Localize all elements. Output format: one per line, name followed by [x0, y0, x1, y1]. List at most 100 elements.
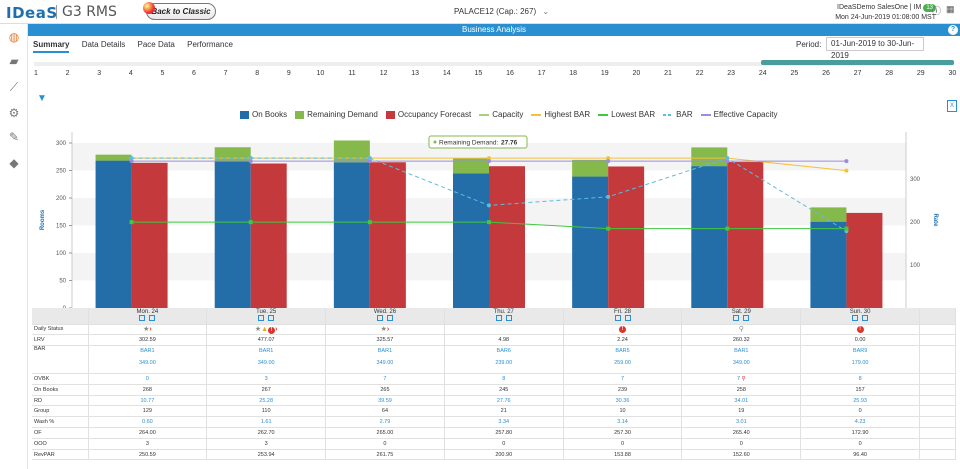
legend-item[interactable]: Highest BAR: [531, 110, 590, 119]
bar-rate[interactable]: 349.00: [376, 360, 394, 367]
wash-cell[interactable]: 3.34: [444, 416, 564, 429]
wash-cell[interactable]: 3.01: [681, 416, 802, 429]
override-icon[interactable]: [376, 314, 383, 321]
rd-cell[interactable]: 25.28: [206, 395, 327, 407]
ovbk-cell[interactable]: 0: [88, 373, 208, 385]
help-icon[interactable]: ?: [948, 25, 958, 35]
wash-cell[interactable]: 2.79: [325, 416, 445, 429]
legend-item[interactable]: On Books: [240, 110, 287, 119]
ruler-day-label[interactable]: 24: [758, 70, 767, 77]
ruler-day-label[interactable]: 2: [65, 70, 70, 77]
legend-item[interactable]: Occupancy Forecast: [385, 110, 471, 119]
bar-cell[interactable]: BAR6 239.00: [444, 345, 564, 375]
bar-cell[interactable]: BAR1 349.00: [681, 345, 802, 375]
ruler-day-label[interactable]: 27: [853, 70, 862, 77]
override-icon[interactable]: [495, 314, 502, 321]
star-icon[interactable]: ★: [380, 326, 387, 334]
bar-cell[interactable]: BAR1 349.00: [325, 345, 445, 375]
ruler-day-label[interactable]: 6: [192, 70, 196, 77]
bar-cell[interactable]: BAR9 179.00: [800, 345, 920, 375]
export-excel-icon[interactable]: X: [947, 100, 957, 112]
ruler-day-label[interactable]: 1: [34, 70, 38, 77]
bar-rate[interactable]: 349.00: [257, 360, 275, 367]
wash-cell[interactable]: 0.60: [88, 416, 208, 429]
legend-item[interactable]: Capacity: [479, 110, 523, 119]
star-icon[interactable]: ★: [254, 325, 262, 333]
apps-grid-icon[interactable]: ▦: [946, 4, 955, 14]
ruler-day-label[interactable]: 13: [411, 70, 420, 77]
notification-badge[interactable]: 13: [923, 4, 936, 12]
pin-icon[interactable]: ⚲: [740, 375, 746, 382]
rd-cell[interactable]: 30.36: [563, 395, 683, 407]
ruler-day-label[interactable]: 30: [948, 70, 957, 77]
legend-item[interactable]: Remaining Demand: [295, 110, 378, 119]
rd-cell[interactable]: 10.77: [88, 395, 208, 407]
alert-icon[interactable]: !: [619, 325, 627, 333]
ruler-day-label[interactable]: 14: [442, 70, 451, 77]
pin-icon[interactable]: ⚲: [738, 326, 744, 334]
legend-item[interactable]: Effective Capacity: [700, 110, 778, 119]
dashboard-icon[interactable]: ◍: [8, 30, 20, 44]
ovbk-cell[interactable]: 7 ⚲: [681, 373, 802, 385]
tab-performance[interactable]: Performance: [187, 40, 233, 49]
ruler-day-label[interactable]: 10: [316, 70, 325, 77]
ruler-day-label[interactable]: 7: [223, 70, 228, 77]
wash-cell[interactable]: 1.61: [206, 416, 327, 429]
notes-icon[interactable]: [862, 314, 869, 321]
tab-data-details[interactable]: Data Details: [81, 40, 126, 49]
ovbk-cell[interactable]: 8: [444, 373, 564, 385]
ruler-day-label[interactable]: 22: [695, 70, 704, 77]
rd-cell[interactable]: 39.59: [325, 395, 445, 407]
ruler-day-label[interactable]: 16: [506, 70, 514, 77]
day-ruler[interactable]: 1 2 3 4 5 6 7 8 9 10 11 12 13 14 15 16 17 18 19 20 21 22 23 24 2…: [34, 58, 956, 80]
notes-icon[interactable]: [386, 314, 393, 321]
star-icon[interactable]: ★: [143, 326, 150, 334]
bar-cell[interactable]: BAR5 259.00: [563, 345, 683, 375]
ruler-day-label[interactable]: 28: [885, 70, 894, 77]
gears-icon[interactable]: ⚙: [8, 106, 20, 120]
ruler-selection-handle[interactable]: [761, 60, 954, 65]
bar-rate[interactable]: 349.00: [732, 360, 750, 367]
ruler-day-label[interactable]: 3: [97, 70, 102, 77]
ruler-day-label[interactable]: 26: [822, 70, 830, 77]
bar-code[interactable]: BAR1: [140, 348, 155, 355]
legend-item[interactable]: BAR: [663, 110, 693, 119]
ruler-day-label[interactable]: 5: [160, 70, 165, 77]
wrench-icon[interactable]: ✎: [8, 130, 20, 144]
ruler-day-label[interactable]: 21: [664, 70, 672, 77]
back-to-classic-button[interactable]: Back to Classic: [143, 2, 216, 20]
legend-item[interactable]: Lowest BAR: [598, 110, 655, 119]
user-name[interactable]: IDeaSDemo SalesOne | IM: [837, 4, 922, 11]
ruler-day-label[interactable]: 8: [255, 70, 260, 77]
ruler-day-label[interactable]: 29: [916, 70, 925, 77]
ovbk-cell[interactable]: 7: [563, 373, 683, 385]
tab-pace-data[interactable]: Pace Data: [137, 40, 175, 49]
alert-icon[interactable]: !: [268, 326, 276, 334]
bar-code[interactable]: BAR9: [852, 348, 868, 355]
direction-icon[interactable]: ◆: [9, 156, 19, 170]
ruler-day-label[interactable]: 20: [632, 70, 641, 77]
tab-summary[interactable]: Summary: [33, 38, 70, 53]
notes-icon[interactable]: [743, 314, 750, 321]
notes-icon[interactable]: [149, 314, 156, 321]
wash-cell[interactable]: 4.23: [800, 416, 920, 429]
ovbk-cell[interactable]: 8: [800, 373, 920, 385]
property-selector[interactable]: PALACE12 (Cap.: 267) ⌄: [454, 7, 549, 16]
notes-icon[interactable]: [624, 314, 631, 321]
ruler-day-label[interactable]: 15: [474, 70, 483, 77]
bar-code[interactable]: BAR1: [258, 348, 274, 355]
warning-icon[interactable]: ▲: [261, 325, 269, 333]
rd-cell[interactable]: 25.93: [800, 395, 920, 407]
bar-cell[interactable]: BAR1 349.00: [206, 345, 327, 375]
ruler-day-label[interactable]: 23: [727, 70, 736, 77]
notes-icon[interactable]: [505, 314, 512, 321]
period-input[interactable]: 01-Jun-2019 to 30-Jun-2019: [826, 37, 924, 60]
ruler-day-label[interactable]: 4: [128, 70, 133, 77]
bar-rate[interactable]: 239.00: [495, 360, 513, 367]
ovbk-cell[interactable]: 3: [206, 373, 327, 385]
override-icon[interactable]: [258, 314, 265, 321]
bar-rate[interactable]: 259.00: [614, 360, 631, 367]
info-icon[interactable]: ⓘ: [932, 6, 942, 16]
bar-rate[interactable]: 349.00: [138, 360, 156, 367]
ruler-day-label[interactable]: 17: [537, 70, 546, 77]
